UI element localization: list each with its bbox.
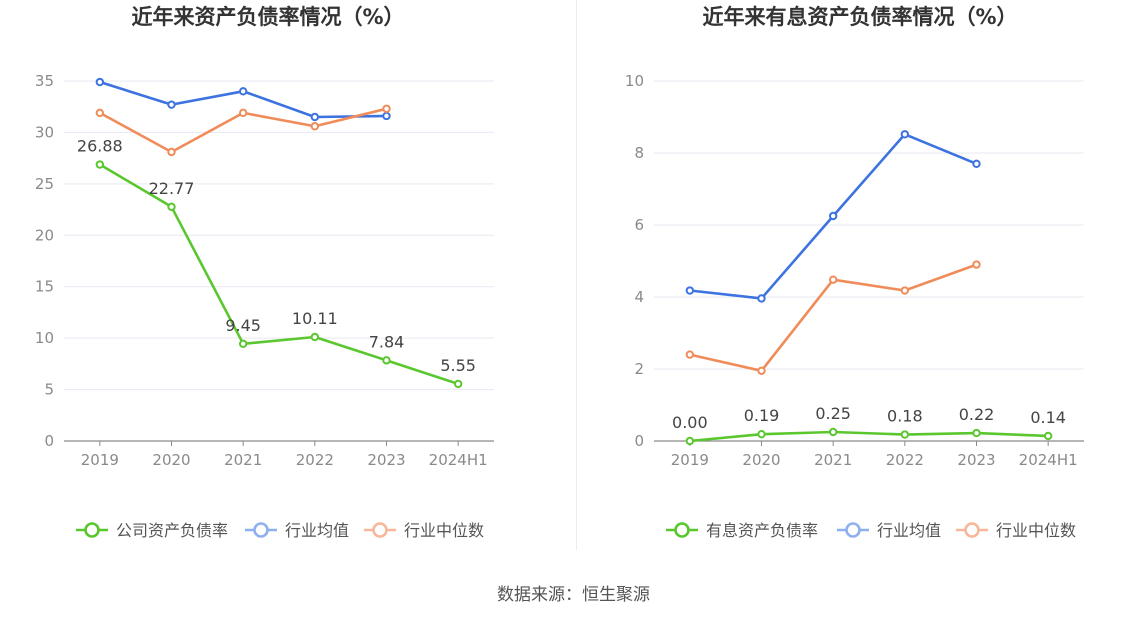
legend-item: 有息资产负债率 xyxy=(666,521,818,540)
data-label: 0.18 xyxy=(887,407,923,426)
legend-label: 行业中位数 xyxy=(404,521,484,540)
y-tick-label: 2 xyxy=(634,360,644,378)
series-line-0 xyxy=(689,430,1049,443)
data-point xyxy=(972,159,981,169)
x-tick-label: 2021 xyxy=(814,451,852,469)
debt-ratio-chart: 近年来资产负债率情况（%） 0 5 10 15 20 25 30 35 2019 2020 2021 2… xyxy=(35,5,494,540)
data-point xyxy=(972,260,981,269)
data-label: 26.88 xyxy=(77,137,123,156)
x-tick-label: 2019 xyxy=(81,451,119,469)
data-point xyxy=(757,294,766,303)
legend-label: 公司资产负债率 xyxy=(116,521,228,540)
data-point xyxy=(238,339,248,348)
data-point xyxy=(310,122,320,131)
data-point xyxy=(685,436,695,446)
y-tick-label: 30 xyxy=(35,123,54,141)
data-label: 0.00 xyxy=(672,413,708,432)
data-point xyxy=(757,366,766,375)
legend-marker xyxy=(372,522,388,538)
legend-item: 行业中位数 xyxy=(956,521,1076,540)
data-point xyxy=(828,275,838,284)
legend-item: 公司资产负债率 xyxy=(76,521,228,540)
y-tick-label: 5 xyxy=(44,381,54,399)
data-label: 0.19 xyxy=(744,406,780,425)
data-point xyxy=(238,87,248,96)
data-label: 0.22 xyxy=(959,405,995,424)
x-tick-label: 2022 xyxy=(296,451,334,469)
data-point xyxy=(685,286,695,295)
data-point xyxy=(382,356,391,365)
y-tick-label: 10 xyxy=(35,329,54,347)
data-point xyxy=(828,427,838,437)
chart-title: 近年来资产负债率情况（%） xyxy=(131,5,404,29)
data-point xyxy=(900,130,910,139)
legend-item: 行业均值 xyxy=(245,521,349,540)
data-point xyxy=(757,429,766,439)
legend-marker xyxy=(253,522,269,538)
x-tick-label: 2020 xyxy=(742,451,780,469)
data-point xyxy=(382,111,391,121)
data-source: 数据来源：恒生聚源 xyxy=(497,585,650,605)
data-point xyxy=(95,108,105,118)
y-tick-label: 10 xyxy=(625,72,644,90)
data-point xyxy=(972,428,981,438)
data-point xyxy=(167,202,176,211)
y-tick-label: 20 xyxy=(35,226,54,244)
data-point xyxy=(238,108,248,118)
panel-divider xyxy=(576,0,577,550)
data-point xyxy=(382,104,391,113)
chart-panel-interest-debt-ratio: 近年来有息资产负债率情况（%） 0 2 4 6 8 10 2019 2020 2021 2022 20… xyxy=(574,0,1147,560)
series-line-0 xyxy=(99,163,459,386)
legend-label: 行业中位数 xyxy=(996,521,1076,540)
data-point xyxy=(310,332,320,342)
data-label: 9.45 xyxy=(225,316,261,335)
data-label: 5.55 xyxy=(440,356,476,375)
y-tick-label: 15 xyxy=(35,278,54,296)
data-point xyxy=(900,286,910,295)
legend-marker xyxy=(964,522,980,538)
legend-item: 行业均值 xyxy=(837,521,941,540)
data-label: 0.25 xyxy=(815,404,851,423)
legend-marker xyxy=(845,522,861,538)
x-tick-label: 2023 xyxy=(367,451,405,469)
data-point xyxy=(95,160,105,169)
legend-label: 行业均值 xyxy=(877,521,941,540)
y-tick-label: 8 xyxy=(634,144,644,162)
data-point xyxy=(95,77,105,87)
x-tick-label: 2024H1 xyxy=(429,451,488,469)
y-tick-label: 35 xyxy=(35,72,54,90)
data-point xyxy=(167,147,176,157)
data-label: 0.14 xyxy=(1030,408,1066,427)
x-tick-label: 2024H1 xyxy=(1019,451,1078,469)
chart-title: 近年来有息资产负债率情况（%） xyxy=(702,5,1017,29)
y-tick-label: 0 xyxy=(44,432,54,450)
y-tick-label: 0 xyxy=(634,432,644,450)
x-tick-label: 2021 xyxy=(224,451,262,469)
y-tick-label: 4 xyxy=(634,288,644,306)
data-point xyxy=(1043,431,1053,441)
legend-label: 行业均值 xyxy=(285,521,349,540)
y-tick-label: 25 xyxy=(35,175,54,193)
x-tick-label: 2022 xyxy=(886,451,924,469)
data-point xyxy=(453,379,463,389)
data-point xyxy=(685,350,695,359)
x-tick-label: 2019 xyxy=(671,451,709,469)
x-tick-label: 2020 xyxy=(152,451,190,469)
data-point xyxy=(310,112,320,122)
data-label: 10.11 xyxy=(292,309,338,328)
chart-panel-debt-ratio: 近年来资产负债率情况（%） 0 5 10 15 20 25 30 35 2019 2020 2021 2… xyxy=(0,0,573,560)
data-label: 22.77 xyxy=(149,179,195,198)
legend-label: 有息资产负债率 xyxy=(706,521,818,540)
legend-marker xyxy=(674,522,690,538)
y-tick-label: 6 xyxy=(634,216,644,234)
interest-debt-ratio-chart: 近年来有息资产负债率情况（%） 0 2 4 6 8 10 2019 2020 2021 2022 20… xyxy=(625,5,1084,540)
legend-marker xyxy=(84,522,100,538)
x-tick-label: 2023 xyxy=(957,451,995,469)
data-point xyxy=(828,211,838,221)
data-label: 7.84 xyxy=(369,332,405,351)
data-point xyxy=(167,100,176,109)
legend-item: 行业中位数 xyxy=(364,521,484,540)
data-point xyxy=(900,430,910,439)
